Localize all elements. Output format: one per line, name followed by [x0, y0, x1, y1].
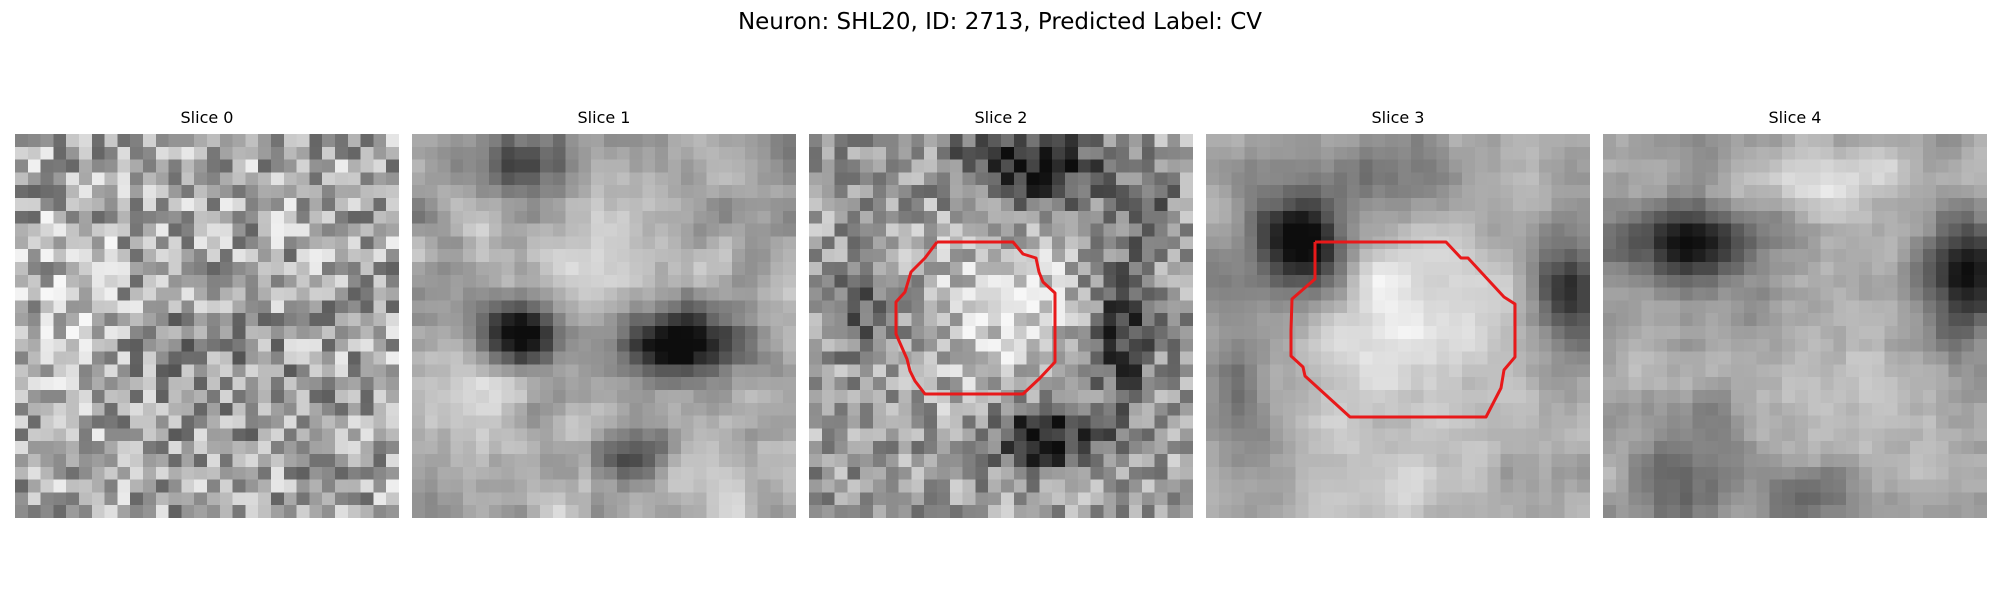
- slice-image: [1206, 134, 1590, 518]
- slice-title: Slice 3: [1371, 108, 1425, 127]
- slice-panel-3: Slice 3: [1206, 108, 1590, 518]
- cell-contour-overlay: [894, 240, 1057, 396]
- slice-image-frame: [809, 134, 1193, 518]
- slice-image: [412, 134, 796, 518]
- slice-title: Slice 1: [577, 108, 631, 127]
- slice-image-frame: [412, 134, 796, 518]
- slice-panel-0: Slice 0: [15, 108, 399, 518]
- cell-contour: [894, 240, 1057, 396]
- slice-title: Slice 4: [1768, 108, 1822, 127]
- slice-image-frame: [15, 134, 399, 518]
- slice-image: [1603, 134, 1987, 518]
- cell-contour-overlay: [1289, 240, 1517, 419]
- slice-image: [809, 134, 1193, 518]
- slice-panel-1: Slice 1: [412, 108, 796, 518]
- slice-title: Slice 0: [180, 108, 234, 127]
- slice-panel-2: Slice 2: [809, 108, 1193, 518]
- slice-title: Slice 2: [974, 108, 1028, 127]
- cell-contour: [1289, 240, 1517, 419]
- slice-panel-4: Slice 4: [1603, 108, 1987, 518]
- slice-image-frame: [1206, 134, 1590, 518]
- slice-image: [15, 134, 399, 518]
- slice-image-frame: [1603, 134, 1987, 518]
- figure-title: Neuron: SHL20, ID: 2713, Predicted Label…: [737, 9, 1263, 35]
